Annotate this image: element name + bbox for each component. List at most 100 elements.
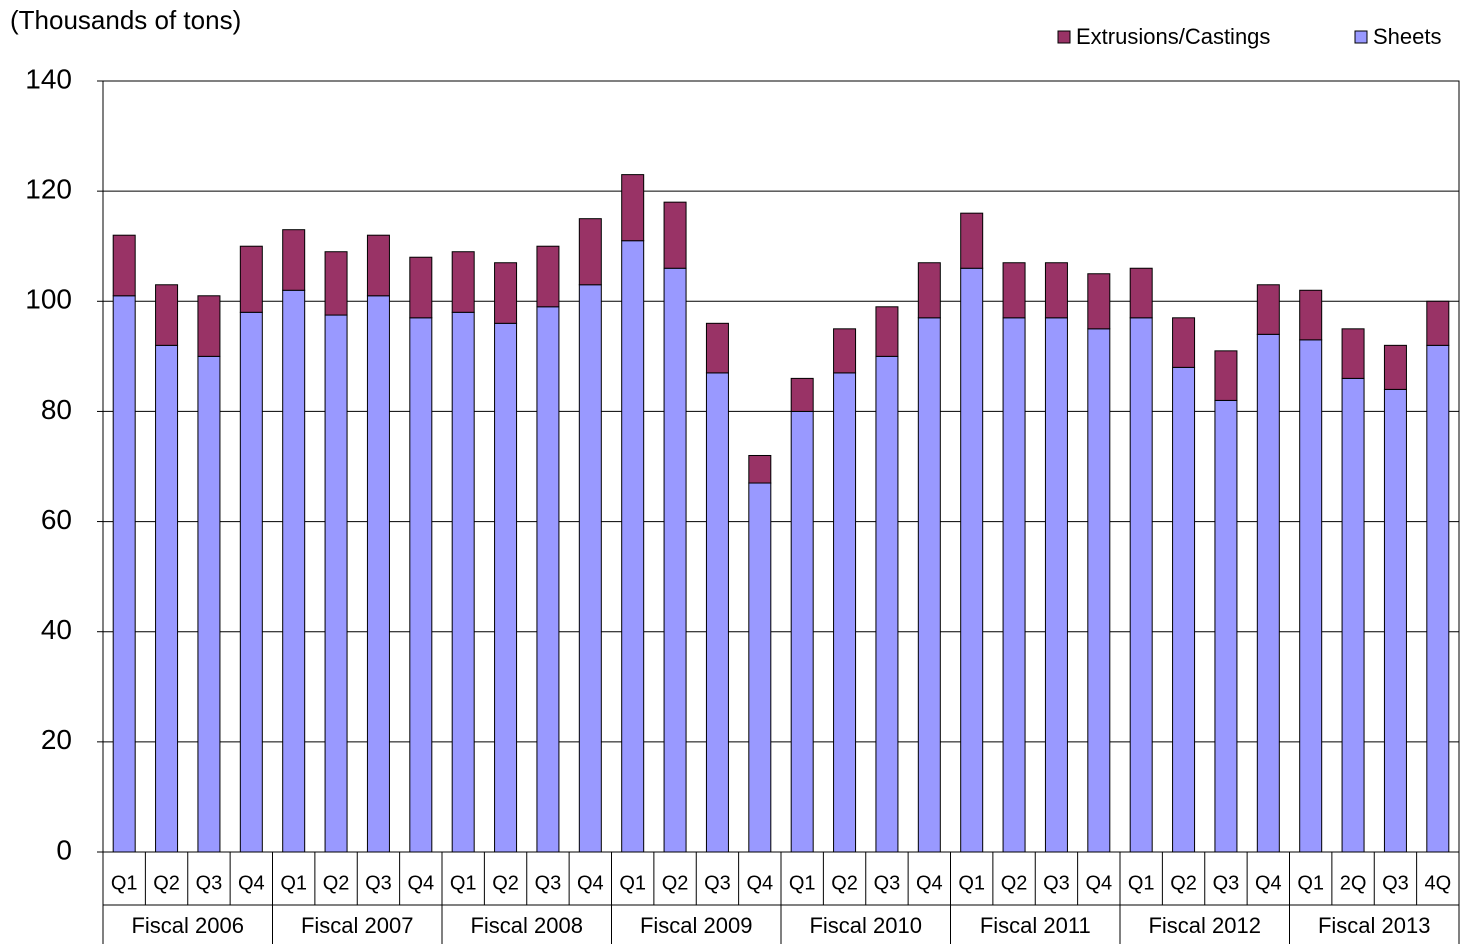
bar-segment <box>1299 289 1323 341</box>
y-tick-label: 100 <box>25 284 72 315</box>
x-tick-label: Q1 <box>789 872 816 894</box>
x-tick-label: Q4 <box>238 872 265 894</box>
x-tick-label: Q4 <box>1085 872 1112 894</box>
x-tick-label: Q1 <box>1128 872 1155 894</box>
x-tick-label: Q3 <box>535 872 562 894</box>
group-label: Fiscal 2010 <box>809 913 922 938</box>
group-label: Fiscal 2007 <box>301 913 414 938</box>
bar-segment <box>155 344 179 853</box>
bar-segment <box>1002 262 1026 319</box>
x-tick-label: Q1 <box>958 872 985 894</box>
bar-segment <box>239 311 263 853</box>
bar-segment <box>875 355 899 853</box>
x-tick-label: Q2 <box>662 872 689 894</box>
bar-segment <box>536 306 560 853</box>
bar-segment <box>621 240 645 853</box>
bar-segment <box>1341 377 1365 853</box>
legend-swatch <box>1354 30 1368 44</box>
bar-segment <box>790 410 814 853</box>
bar-segment <box>875 306 899 357</box>
x-tick-label: Q3 <box>1382 872 1409 894</box>
bar-segment <box>366 234 390 297</box>
bar-segment <box>960 267 984 853</box>
bar-segment <box>239 245 263 313</box>
bar-segment <box>1172 366 1196 853</box>
bar-segment <box>155 284 179 346</box>
y-tick-label: 120 <box>25 174 72 205</box>
bar-segment <box>112 234 136 297</box>
group-label: Fiscal 2011 <box>980 913 1091 938</box>
bar-segment <box>1044 262 1068 319</box>
x-tick-label: Q1 <box>280 872 307 894</box>
x-tick-label: Q1 <box>111 872 138 894</box>
x-tick-label: Q4 <box>746 872 773 894</box>
bar-segment <box>663 267 687 853</box>
bar-segment <box>197 355 221 853</box>
bar-segment <box>197 295 221 357</box>
bar-segment <box>1129 317 1153 853</box>
bar-segment <box>1214 399 1238 853</box>
bar-segment <box>705 372 729 853</box>
bar-segment <box>1256 284 1280 335</box>
x-tick-label: Q3 <box>1043 872 1070 894</box>
bar-segment <box>494 262 518 324</box>
axis-title: (Thousands of tons) <box>10 5 241 35</box>
x-tick-label: Q2 <box>323 872 350 894</box>
y-tick-label: 0 <box>56 834 72 865</box>
group-label: Fiscal 2006 <box>131 913 244 938</box>
x-tick-label: Q4 <box>1255 872 1282 894</box>
x-tick-label: Q4 <box>407 872 434 894</box>
bar-segment <box>960 212 984 269</box>
y-tick-label: 60 <box>41 504 72 535</box>
bar-segment <box>1172 317 1196 368</box>
bar-segment <box>1383 344 1407 390</box>
bar-segment <box>1256 333 1280 853</box>
bar-segment <box>917 262 941 319</box>
y-tick-label: 20 <box>41 724 72 755</box>
bar-segment <box>578 218 602 286</box>
bar-segment <box>790 377 814 412</box>
bar-segment <box>409 256 433 319</box>
group-label: Fiscal 2012 <box>1148 913 1261 938</box>
group-label: Fiscal 2013 <box>1318 913 1431 938</box>
x-tick-label: 2Q <box>1340 872 1367 894</box>
bar-segment <box>621 174 645 242</box>
group-label: Fiscal 2008 <box>470 913 583 938</box>
x-tick-label: Q2 <box>1001 872 1028 894</box>
x-tick-label: 4Q <box>1424 872 1451 894</box>
bar-segment <box>1383 388 1407 853</box>
bar-segment <box>536 245 560 308</box>
bar-segment <box>1426 344 1450 853</box>
y-tick-label: 80 <box>41 394 72 425</box>
bar-segment <box>282 229 306 291</box>
bar-segment <box>1426 300 1450 346</box>
x-tick-label: Q3 <box>1213 872 1240 894</box>
bar-segment <box>917 317 941 853</box>
bar-segment <box>366 295 390 853</box>
bar-segment <box>663 201 687 269</box>
x-tick-label: Q4 <box>916 872 943 894</box>
legend-label: Sheets <box>1373 24 1442 49</box>
x-tick-label: Q2 <box>492 872 519 894</box>
bar-segment <box>1341 328 1365 379</box>
bar-segment <box>451 251 475 313</box>
group-label: Fiscal 2009 <box>640 913 753 938</box>
x-tick-label: Q3 <box>874 872 901 894</box>
bar-segment <box>324 251 348 316</box>
x-tick-label: Q3 <box>196 872 223 894</box>
bar-segment <box>324 314 348 853</box>
x-tick-label: Q3 <box>704 872 731 894</box>
bar-segment <box>409 317 433 853</box>
x-tick-label: Q2 <box>1170 872 1197 894</box>
bar-segment <box>451 311 475 853</box>
bar-segment <box>1129 267 1153 319</box>
bar-segment <box>748 454 772 484</box>
y-tick-label: 40 <box>41 614 72 645</box>
x-tick-label: Q3 <box>365 872 392 894</box>
bar-segment <box>833 372 857 853</box>
bar-segment <box>494 322 518 853</box>
plot-border <box>102 80 1460 853</box>
legend-swatch <box>1057 30 1071 44</box>
bar-segment <box>705 322 729 374</box>
